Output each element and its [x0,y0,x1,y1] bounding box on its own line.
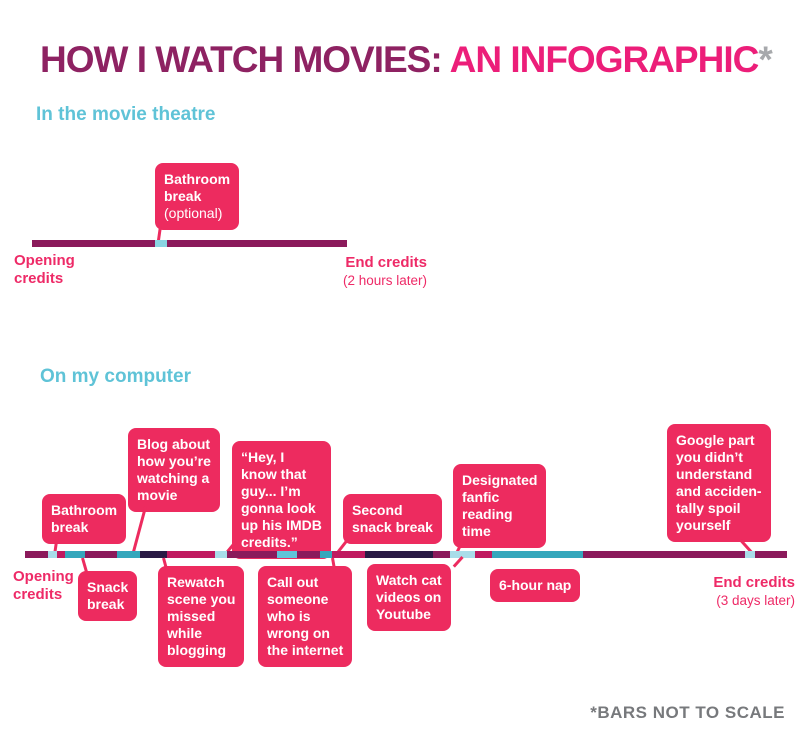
bar-segment [140,551,167,558]
bar-segment [475,551,492,558]
bar-segment [215,551,227,558]
callout-wrong-on-internet: Call out someone who is wrong on the int… [258,566,353,668]
callout-google-spoiler: Google part you didn’t understand and ac… [667,424,771,543]
callout-fanfic-reading-time: Designated fanfic reading time [453,464,547,549]
bar-segment [433,551,450,558]
bar-segment [332,551,365,558]
end-label-subtext: (3 days later) [716,593,795,608]
end-label-text: End credits [713,574,795,591]
bar-segment [85,551,117,558]
callout-text: Bathroom break [164,171,231,205]
bar-segment [65,551,85,558]
callout-tail [131,506,147,555]
callout-bathroom-break-optional: Bathroom break (optional) [155,163,240,231]
bar-segment [277,551,297,558]
bar-segment [745,551,755,558]
section-heading-theatre: In the movie theatre [36,104,216,125]
bar-segment [450,551,475,558]
title-accent: AN INFOGRAPHIC [441,38,760,80]
callout-rewatch-scene: Rewatch scene you missed while blogging [158,566,245,668]
bar-segment [167,240,347,247]
theatre-start-label: Opening credits [14,252,75,287]
bar-segment [755,551,787,558]
end-label-subtext: (2 hours later) [342,273,427,288]
callout-second-snack-break: Second snack break [343,494,442,545]
title-main: HOW I WATCH MOVIES: [40,38,443,80]
timeline-bar-computer [25,551,787,558]
bar-segment [117,551,140,558]
theatre-end-label: End credits (2 hours later) [280,254,427,290]
callout-blog-about-movie: Blog about how you’re watching a movie [128,428,220,513]
bar-segment [48,551,57,558]
callout-snack-break: Snack break [78,571,138,622]
callout-subtext: (optional) [164,205,223,222]
bar-segment [492,551,583,558]
callout-imdb-quote: “Hey, I know that guy... I’m gonna look … [232,441,331,560]
bar-segment [365,551,433,558]
bar-segment [227,551,277,558]
section-heading-computer: On my computer [40,366,191,387]
end-label-text: End credits [345,254,427,271]
title-asterisk: * [758,38,772,80]
callout-cat-videos: Watch cat videos on Youtube [367,564,451,632]
page-title: HOW I WATCH MOVIES: AN INFOGRAPHIC* [40,38,773,81]
timeline-bar-theatre [32,240,347,247]
bar-segment [297,551,320,558]
bar-segment [32,240,155,247]
callout-six-hour-nap: 6-hour nap [490,569,581,603]
computer-end-label: End credits (3 days later) [648,574,795,610]
bar-segment [25,551,48,558]
bar-segment [155,240,167,247]
footnote-bars-not-to-scale: *BARS NOT TO SCALE [590,703,785,722]
bar-segment [57,551,65,558]
computer-start-label: Opening credits [13,568,74,603]
bar-segment [167,551,215,558]
bar-segment [583,551,745,558]
bar-segment [320,551,332,558]
